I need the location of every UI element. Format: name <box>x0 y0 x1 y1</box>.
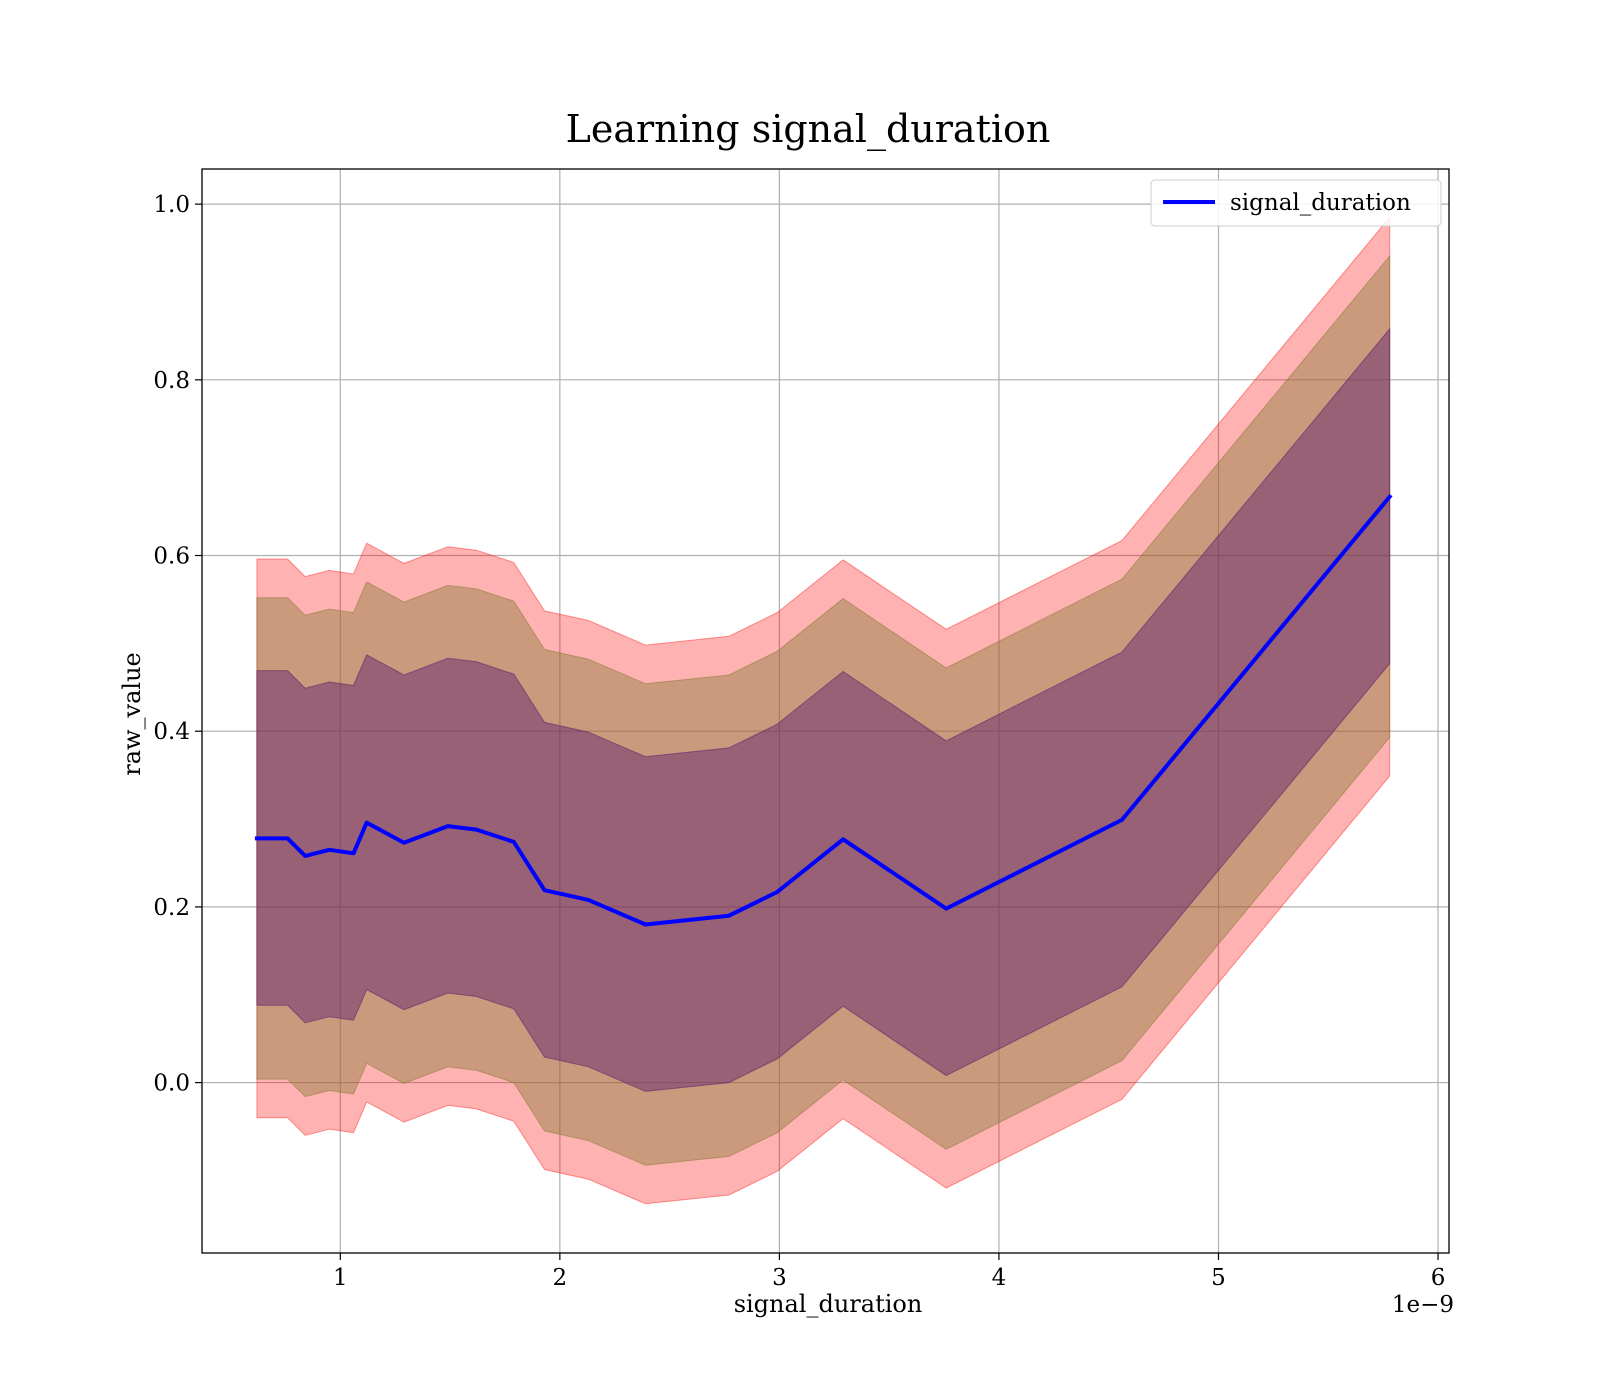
x-tick-label: 2 <box>553 1265 568 1291</box>
y-tick-label: 0.0 <box>153 1071 190 1097</box>
y-tick-label: 1.0 <box>153 192 190 218</box>
y-tick-label: 0.4 <box>153 719 190 745</box>
legend: signal_duration <box>1150 179 1442 227</box>
x-tick-label: 1 <box>333 1265 348 1291</box>
y-axis-title: raw_value <box>118 652 146 776</box>
axis-ticks: 1 2 3 4 5 6 0.0 0.2 0.4 0.6 0.8 1.0 <box>153 192 1445 1291</box>
confidence-band-3 <box>256 327 1391 1092</box>
x-tick-label: 3 <box>772 1265 787 1291</box>
x-axis-title: signal_duration <box>734 1290 923 1318</box>
x-tick-label: 5 <box>1211 1265 1226 1291</box>
confidence-band-1 <box>256 215 1391 1205</box>
legend-box <box>1150 179 1442 227</box>
plot-frame <box>201 168 1450 1254</box>
grid <box>202 169 1449 1253</box>
x-tick-label: 4 <box>992 1265 1007 1291</box>
x-axis-offset-label: 1e−9 <box>1392 1292 1454 1318</box>
confidence-band-2 <box>256 254 1391 1166</box>
legend-label-signal-duration: signal_duration <box>1230 190 1411 216</box>
y-tick-label: 0.2 <box>153 895 190 921</box>
x-tick-label: 6 <box>1431 1265 1446 1291</box>
y-tick-label: 0.8 <box>153 368 190 394</box>
y-tick-label: 0.6 <box>153 544 190 570</box>
confidence-bands <box>256 215 1391 1205</box>
chart-title: Learning signal_duration <box>566 107 1051 152</box>
series-lines <box>254 493 1393 927</box>
